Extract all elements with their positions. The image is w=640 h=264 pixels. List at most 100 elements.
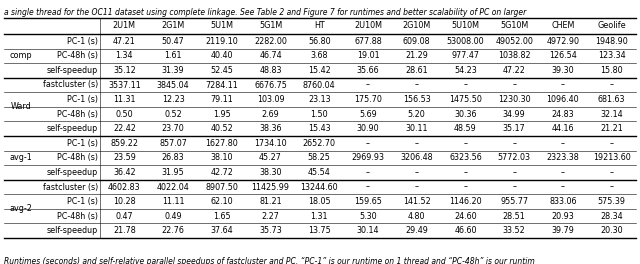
Text: 40.40: 40.40 <box>211 51 233 60</box>
Text: 5772.03: 5772.03 <box>498 153 531 162</box>
Text: 2323.38: 2323.38 <box>547 153 579 162</box>
Text: 35.17: 35.17 <box>503 124 525 133</box>
Text: 47.21: 47.21 <box>113 37 136 46</box>
Text: 35.73: 35.73 <box>259 226 282 235</box>
Text: 123.34: 123.34 <box>598 51 625 60</box>
Text: 29.49: 29.49 <box>405 226 428 235</box>
Text: –: – <box>415 81 419 89</box>
Text: PC-48h (s): PC-48h (s) <box>57 110 98 119</box>
Text: 1146.20: 1146.20 <box>449 197 482 206</box>
Text: 34.99: 34.99 <box>503 110 525 119</box>
Text: 38.10: 38.10 <box>211 153 233 162</box>
Text: 58.25: 58.25 <box>308 153 331 162</box>
Text: 4602.83: 4602.83 <box>108 182 141 191</box>
Text: 1948.90: 1948.90 <box>595 37 628 46</box>
Text: 48.59: 48.59 <box>454 124 477 133</box>
Text: 2282.00: 2282.00 <box>254 37 287 46</box>
Text: PC-1 (s): PC-1 (s) <box>67 197 98 206</box>
Text: 23.13: 23.13 <box>308 95 331 104</box>
Text: HT: HT <box>314 21 324 31</box>
Text: 977.47: 977.47 <box>451 51 479 60</box>
Text: Runtimes (seconds) and self-relative parallel speedups of fastcluster and PC. “P: Runtimes (seconds) and self-relative par… <box>4 257 535 264</box>
Text: 19213.60: 19213.60 <box>593 153 630 162</box>
Text: 62.10: 62.10 <box>211 197 233 206</box>
Text: –: – <box>366 182 370 191</box>
Text: 22.42: 22.42 <box>113 124 136 133</box>
Text: fastcluster (s): fastcluster (s) <box>43 182 98 191</box>
Text: 2119.10: 2119.10 <box>205 37 238 46</box>
Text: –: – <box>366 81 370 89</box>
Text: 20.30: 20.30 <box>600 226 623 235</box>
Text: 5G1M: 5G1M <box>259 21 282 31</box>
Text: 20.93: 20.93 <box>552 212 574 221</box>
Text: 5.30: 5.30 <box>359 212 377 221</box>
Text: 4972.90: 4972.90 <box>547 37 579 46</box>
Text: 859.22: 859.22 <box>110 139 138 148</box>
Text: 18.05: 18.05 <box>308 197 331 206</box>
Text: PC-1 (s): PC-1 (s) <box>67 95 98 104</box>
Text: 26.83: 26.83 <box>162 153 184 162</box>
Text: 1.65: 1.65 <box>213 212 230 221</box>
Text: –: – <box>610 139 614 148</box>
Text: 28.34: 28.34 <box>600 212 623 221</box>
Text: –: – <box>463 168 467 177</box>
Text: 2G1M: 2G1M <box>161 21 185 31</box>
Text: 46.74: 46.74 <box>259 51 282 60</box>
Text: 24.83: 24.83 <box>552 110 574 119</box>
Text: 3537.11: 3537.11 <box>108 81 141 89</box>
Text: 23.59: 23.59 <box>113 153 136 162</box>
Text: 6676.75: 6676.75 <box>254 81 287 89</box>
Text: –: – <box>561 182 565 191</box>
Text: 21.29: 21.29 <box>405 51 428 60</box>
Text: 11.31: 11.31 <box>113 95 136 104</box>
Text: 37.64: 37.64 <box>211 226 233 235</box>
Text: PC-48h (s): PC-48h (s) <box>57 51 98 60</box>
Text: 47.22: 47.22 <box>503 66 525 75</box>
Text: –: – <box>610 81 614 89</box>
Text: 159.65: 159.65 <box>354 197 382 206</box>
Text: CHEM: CHEM <box>551 21 575 31</box>
Text: –: – <box>512 139 516 148</box>
Text: 2.69: 2.69 <box>262 110 280 119</box>
Text: self-speedup: self-speedup <box>47 226 98 235</box>
Text: 13.75: 13.75 <box>308 226 331 235</box>
Text: –: – <box>512 182 516 191</box>
Text: 7284.11: 7284.11 <box>205 81 238 89</box>
Text: 32.14: 32.14 <box>600 110 623 119</box>
Text: 38.36: 38.36 <box>259 124 282 133</box>
Text: 126.54: 126.54 <box>549 51 577 60</box>
Text: 31.39: 31.39 <box>162 66 184 75</box>
Text: –: – <box>415 139 419 148</box>
Text: 40.52: 40.52 <box>211 124 233 133</box>
Text: 1627.80: 1627.80 <box>205 139 238 148</box>
Text: 81.21: 81.21 <box>259 197 282 206</box>
Text: 0.49: 0.49 <box>164 212 182 221</box>
Text: 1.34: 1.34 <box>116 51 133 60</box>
Text: 2652.70: 2652.70 <box>303 139 336 148</box>
Text: 0.52: 0.52 <box>164 110 182 119</box>
Text: 5.69: 5.69 <box>359 110 377 119</box>
Text: 28.51: 28.51 <box>503 212 525 221</box>
Text: 175.70: 175.70 <box>354 95 382 104</box>
Text: PC-1 (s): PC-1 (s) <box>67 37 98 46</box>
Text: –: – <box>512 81 516 89</box>
Text: 56.80: 56.80 <box>308 37 331 46</box>
Text: 79.11: 79.11 <box>211 95 233 104</box>
Text: 681.63: 681.63 <box>598 95 625 104</box>
Text: 36.42: 36.42 <box>113 168 136 177</box>
Text: 35.12: 35.12 <box>113 66 136 75</box>
Text: 1.31: 1.31 <box>310 212 328 221</box>
Text: 21.21: 21.21 <box>600 124 623 133</box>
Text: –: – <box>366 139 370 148</box>
Text: 12.23: 12.23 <box>162 95 184 104</box>
Text: 11425.99: 11425.99 <box>252 182 289 191</box>
Text: 42.72: 42.72 <box>211 168 233 177</box>
Text: self-speedup: self-speedup <box>47 124 98 133</box>
Text: 31.95: 31.95 <box>162 168 184 177</box>
Text: 2U1M: 2U1M <box>113 21 136 31</box>
Text: 677.88: 677.88 <box>354 37 382 46</box>
Text: 4022.04: 4022.04 <box>157 182 189 191</box>
Text: comp: comp <box>10 51 32 60</box>
Text: 45.27: 45.27 <box>259 153 282 162</box>
Text: 0.47: 0.47 <box>116 212 133 221</box>
